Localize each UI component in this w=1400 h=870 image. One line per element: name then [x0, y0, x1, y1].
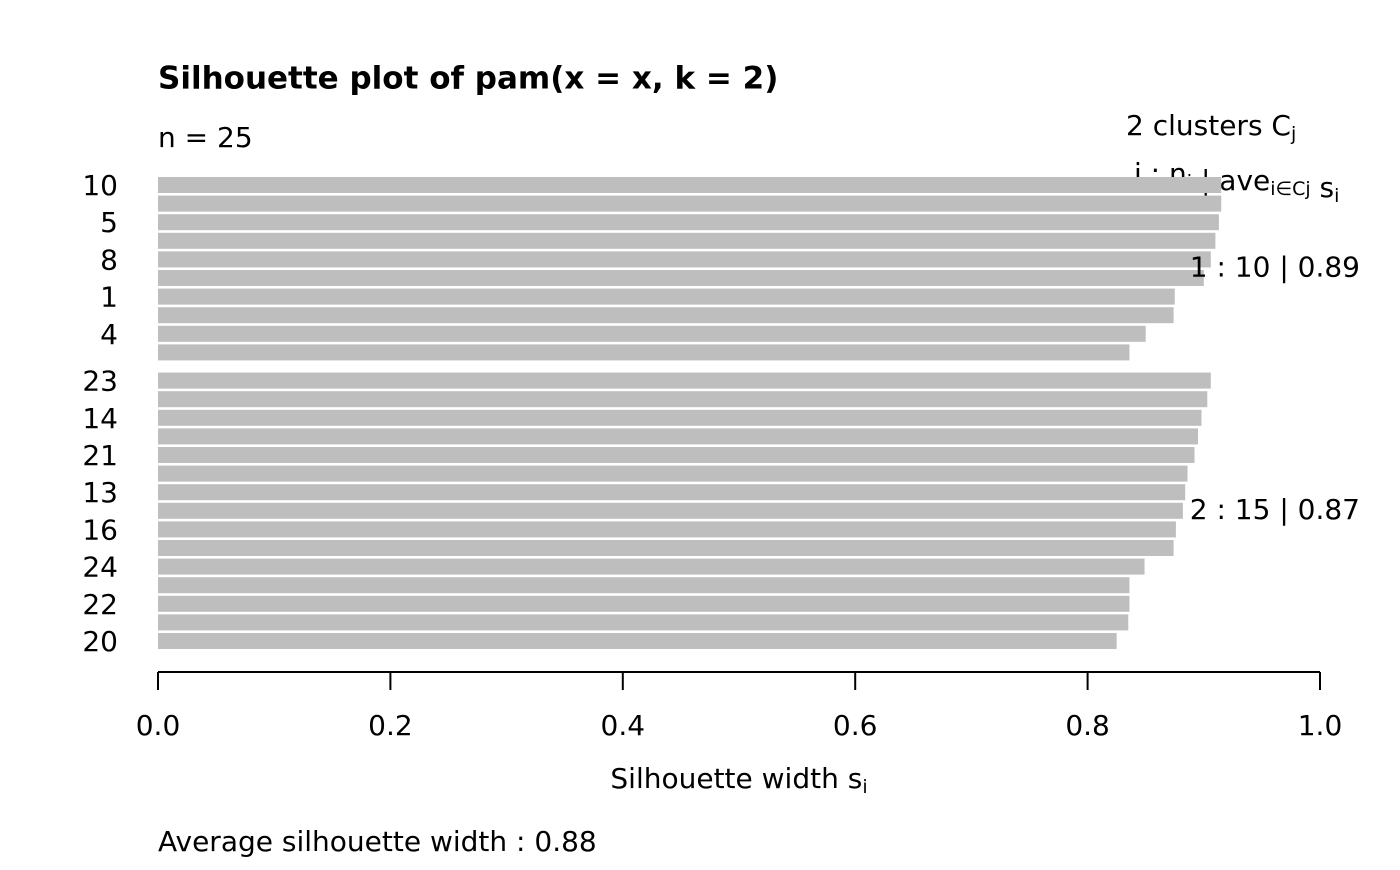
legend-header: 2 clusters Cj — [1126, 109, 1296, 145]
bar — [158, 633, 1117, 649]
bar — [158, 270, 1204, 286]
x-axis-label: Silhouette width si — [610, 762, 867, 798]
x-axis-label-text: Silhouette width s — [610, 762, 862, 795]
bar — [158, 232, 1216, 249]
legend-subheader-sub: i∈Cj — [1270, 178, 1310, 200]
x-tick-label: 0.2 — [368, 709, 413, 742]
bar — [158, 344, 1130, 361]
x-tick-label: 0.0 — [136, 709, 181, 742]
y-tick-label: 8 — [100, 243, 118, 276]
bar — [158, 288, 1175, 305]
legend-subheader-sub: i — [1334, 185, 1339, 207]
x-tick-label: 1.0 — [1298, 709, 1343, 742]
x-tick-label: 0.8 — [1065, 709, 1110, 742]
y-tick-label: 23 — [82, 365, 118, 398]
y-tick-label: 16 — [82, 513, 118, 546]
bar — [158, 540, 1174, 556]
legend-subheader-text: s — [1311, 171, 1335, 204]
bar — [158, 577, 1130, 594]
x-tick-label: 0.4 — [601, 709, 646, 742]
y-tick-label: 20 — [82, 625, 118, 658]
bar — [158, 465, 1188, 482]
bar — [158, 614, 1129, 631]
y-tick-label: 4 — [100, 318, 118, 351]
bar — [158, 325, 1146, 342]
chart-title: Silhouette plot of pam(x = x, k = 2) — [158, 61, 778, 97]
bar — [158, 447, 1195, 463]
legend-header-sub: j — [1290, 123, 1296, 145]
y-tick-label: 5 — [100, 206, 118, 239]
legend-header-text: 2 clusters C — [1126, 109, 1291, 142]
bar — [158, 502, 1183, 519]
footer: Average silhouette width : 0.88 — [158, 825, 597, 858]
bar — [158, 409, 1202, 426]
bar — [158, 307, 1174, 324]
bar — [158, 372, 1211, 389]
bar — [158, 214, 1219, 231]
bar — [158, 595, 1130, 612]
bar — [158, 558, 1145, 575]
bar — [158, 521, 1176, 538]
y-tick-label: 14 — [82, 402, 118, 435]
x-axis-label-sub: i — [862, 776, 867, 798]
cluster-label: 1 : 10 | 0.89 — [1190, 251, 1360, 284]
y-tick-label: 1 — [100, 281, 118, 314]
cluster-label: 2 : 15 | 0.87 — [1190, 493, 1360, 526]
subtitle: n = 25 — [158, 121, 253, 154]
y-tick-label: 24 — [82, 551, 118, 584]
bar — [158, 391, 1208, 408]
bar — [158, 484, 1186, 501]
bar — [158, 251, 1211, 268]
x-tick-label: 0.6 — [833, 709, 878, 742]
y-tick-label: 13 — [82, 476, 118, 509]
y-tick-label: 10 — [82, 169, 118, 202]
bar — [158, 177, 1222, 193]
bar — [158, 195, 1222, 212]
y-tick-label: 21 — [82, 439, 118, 472]
bar — [158, 428, 1198, 445]
y-tick-label: 22 — [82, 588, 118, 621]
